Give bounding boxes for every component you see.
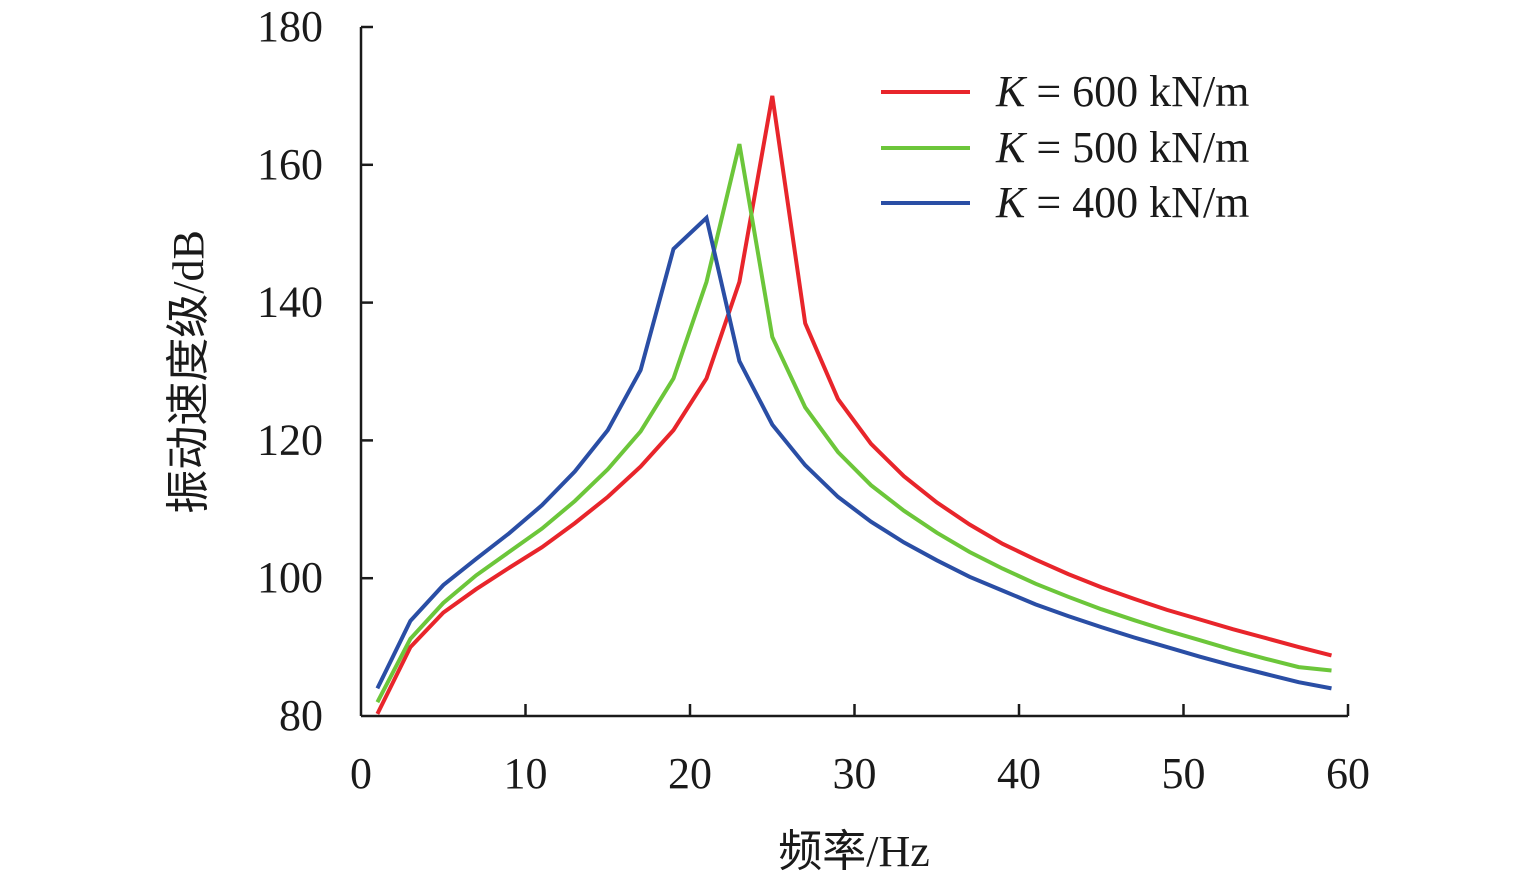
legend-label-2: K = 500 kN/m [995,123,1249,172]
x-ticks: 0 10 20 30 40 50 60 [350,704,1370,798]
y-tick-label: 180 [257,2,323,51]
x-tick-label: 30 [833,749,877,798]
legend-label-1: K = 600 kN/m [995,67,1249,116]
y-tick-label: 120 [257,415,323,464]
series-line-1 [375,95,1332,715]
x-tick-label: 20 [668,749,712,798]
series-group [375,95,1332,715]
legend-item-1: K = 600 kN/m [881,67,1249,116]
y-axis-title: 振动速度级/dB [164,230,213,514]
x-tick-label: 10 [504,749,548,798]
legend-item-3: K = 400 kN/m [881,178,1249,227]
x-tick-label: 40 [997,749,1041,798]
y-tick-label: 140 [257,278,323,327]
x-axis-title: 频率/Hz [778,827,930,876]
x-tick-label: 60 [1326,749,1370,798]
legend-label-3: K = 400 kN/m [995,178,1249,227]
x-tick-label: 0 [350,749,372,798]
series-line-2 [375,143,1332,704]
x-tick-label: 50 [1162,749,1206,798]
y-tick-label: 160 [257,140,323,189]
y-tick-label: 100 [257,553,323,602]
legend: K = 600 kN/m K = 500 kN/m K = 400 kN/m [881,67,1249,227]
y-ticks: 80 100 120 140 160 180 [257,2,373,740]
y-tick-label: 80 [279,691,323,740]
legend-item-2: K = 500 kN/m [881,123,1249,172]
series-line-3 [375,214,1332,691]
